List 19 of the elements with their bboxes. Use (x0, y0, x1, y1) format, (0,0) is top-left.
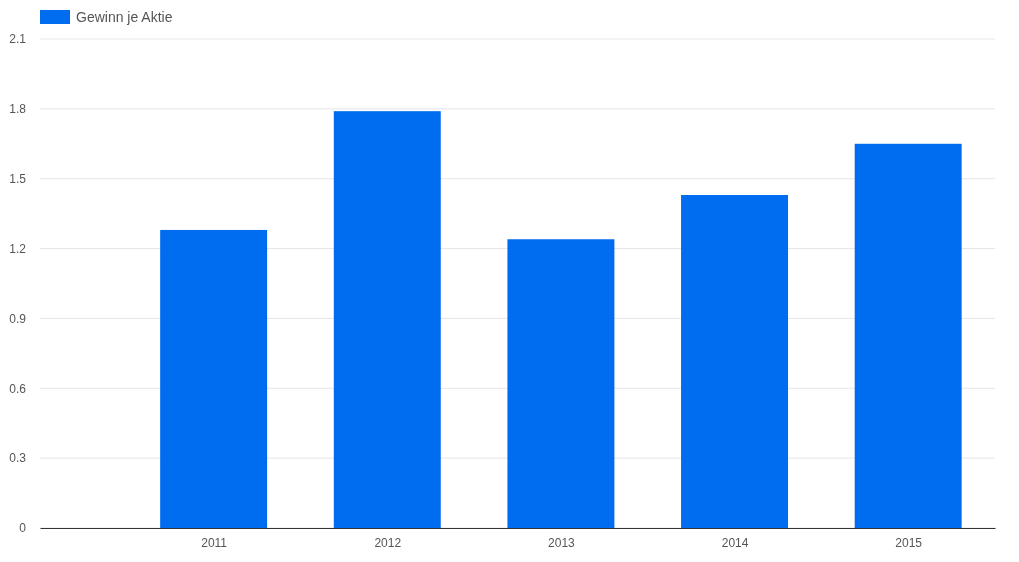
x-tick-label: 2011 (201, 535, 228, 550)
bar (681, 195, 789, 528)
bar (160, 229, 268, 528)
y-tick-label: 1.8 (9, 102, 27, 117)
bar (854, 143, 962, 528)
y-tick-label: 0.6 (9, 381, 27, 396)
x-tick-label: 2014 (721, 535, 749, 550)
legend-label: Gewinn je Aktie (76, 9, 173, 25)
y-tick-label: 1.5 (9, 172, 27, 187)
x-tick-label: 2012 (374, 535, 402, 550)
y-tick-label: 0.9 (9, 311, 27, 326)
x-tick-label: 2013 (548, 535, 576, 550)
bar (333, 111, 441, 528)
y-tick-label: 2.1 (9, 32, 27, 47)
y-tick-label: 1.2 (9, 241, 27, 256)
y-tick-label: 0.3 (9, 451, 27, 466)
x-tick-label: 2015 (895, 535, 923, 550)
y-tick-label: 0 (19, 521, 27, 536)
bar (507, 239, 615, 528)
